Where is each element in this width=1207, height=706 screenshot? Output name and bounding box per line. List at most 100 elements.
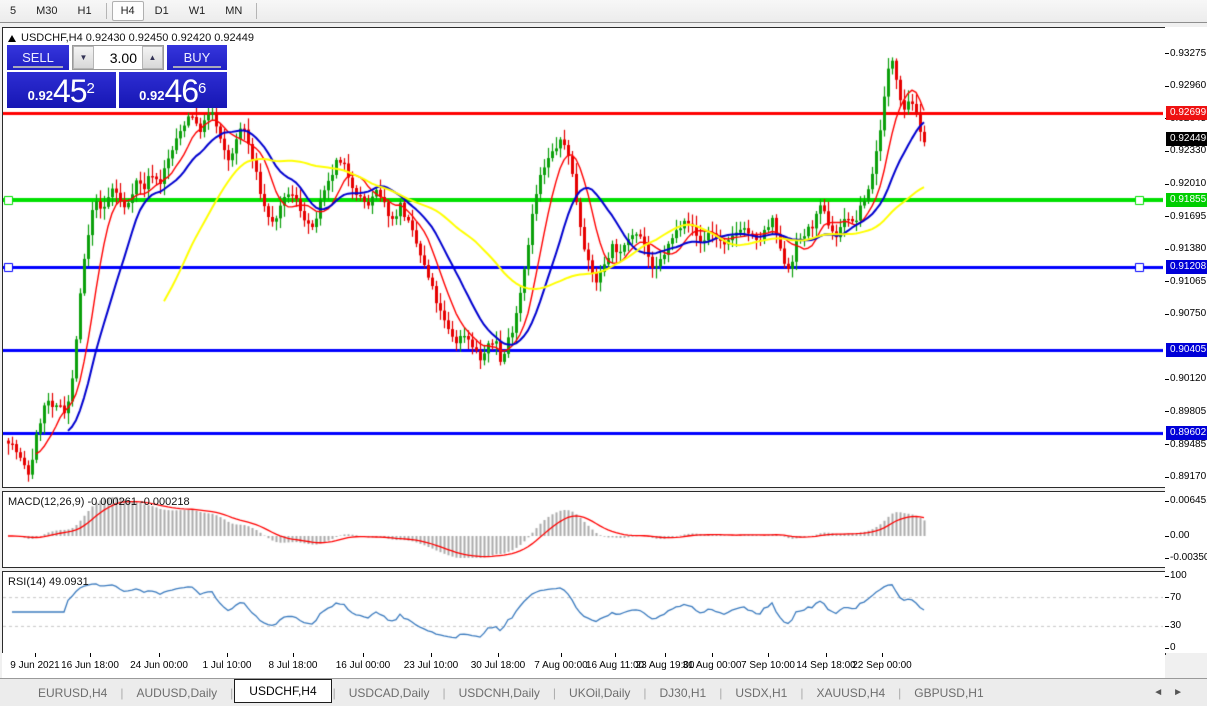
timeframe-button-h1[interactable]: H1	[77, 5, 92, 17]
price-badge: 0.91208	[1166, 260, 1207, 275]
timeframe-toolbar: 5 M30 H1 H4 D1 W1 MN	[0, 0, 1207, 23]
axis-tick	[1165, 558, 1169, 559]
macd-indicator-panel: MACD(12,26,9) -0.000261 -0.000218	[2, 491, 1166, 568]
chart-tab-eurusd-h4[interactable]: EURUSD,H4	[38, 685, 108, 700]
tab-separator: |	[719, 685, 723, 700]
axis-tick	[1165, 281, 1169, 282]
scroll-right-icon[interactable]: ►	[1173, 687, 1193, 698]
macd-axis-label: 0.006451	[1170, 495, 1207, 506]
price-axis-label: 0.91065	[1170, 275, 1207, 287]
macd-label: MACD(12,26,9) -0.000261 -0.000218	[8, 496, 190, 508]
toolbar-separator	[105, 3, 107, 19]
tab-separator: |	[898, 685, 902, 700]
time-axis-label: 24 Jun 00:00	[130, 660, 188, 671]
chart-tab-xauusd-h4[interactable]: XAUUSD,H4	[816, 685, 886, 700]
scroll-left-icon[interactable]: ◄	[1153, 687, 1174, 698]
axis-tick	[1165, 216, 1169, 217]
time-axis-tick	[431, 653, 432, 657]
time-axis-label: 22 Sep 00:00	[852, 660, 912, 671]
tab-scroll-arrows: ◄►	[1153, 687, 1193, 698]
time-axis-tick	[615, 653, 616, 657]
macd-axis-label: -0.003507	[1170, 552, 1207, 563]
timeframe-button-h4[interactable]: H4	[111, 1, 144, 21]
price-axis-label: 0.91380	[1170, 243, 1207, 255]
timeframe-button-5[interactable]: 5	[10, 5, 17, 17]
axis-tick	[1165, 626, 1169, 627]
axis-tick	[1165, 501, 1169, 502]
volume-input[interactable]	[94, 46, 142, 69]
time-axis-label: 16 Aug 11:00	[585, 660, 645, 671]
axis-tick	[1165, 648, 1169, 649]
time-axis-label: 1 Jul 10:00	[202, 660, 252, 671]
macd-chart-canvas[interactable]	[3, 492, 1163, 565]
chart-tab-gbpusd-h1[interactable]: GBPUSD,H1	[914, 685, 984, 700]
time-axis-tick	[35, 653, 36, 657]
time-axis-label: 7 Aug 00:00	[534, 660, 588, 671]
time-axis-label: 8 Jul 18:00	[268, 660, 318, 671]
price-badge: 0.91855	[1166, 193, 1207, 208]
time-axis-tick	[363, 653, 364, 657]
collapse-triangle-icon[interactable]	[8, 34, 16, 42]
price-badge: 0.92699	[1166, 106, 1207, 121]
time-axis-label: 14 Sep 18:00	[796, 660, 856, 671]
time-axis-tick	[712, 653, 713, 657]
axis-tick	[1165, 536, 1169, 537]
buy-price-prefix: 0.92	[139, 88, 165, 103]
price-chart-panel: USDCHF,H4 0.92430 0.92450 0.92420 0.9244…	[2, 27, 1166, 488]
rsi-label: RSI(14) 49.0931	[8, 576, 89, 588]
time-axis-label: 16 Jun 18:00	[61, 660, 119, 671]
sell-price-prefix: 0.92	[27, 88, 53, 103]
price-axis-label: 0.89485	[1170, 438, 1207, 450]
price-axis-label: 0.89805	[1170, 405, 1207, 417]
sell-price-sup: 2	[86, 80, 95, 97]
chart-tab-usdchf-h4[interactable]: USDCHF,H4	[234, 679, 332, 703]
time-axis[interactable]: 9 Jun 2021 16 Jun 18:00 24 Jun 00:00 1 Jul …	[2, 653, 1165, 678]
time-axis-tick	[665, 653, 666, 657]
time-axis-tick	[293, 653, 294, 657]
axis-tick	[1165, 86, 1169, 87]
axis-tick	[1165, 576, 1169, 577]
tab-separator: |	[442, 685, 446, 700]
axis-tick	[1165, 411, 1169, 412]
buy-button[interactable]: BUY	[167, 45, 227, 70]
axis-tick	[1165, 379, 1169, 380]
chart-tab-audusd-daily[interactable]: AUDUSD,Daily	[136, 685, 218, 700]
rsi-chart-canvas[interactable]	[3, 572, 1163, 652]
axis-tick	[1165, 151, 1169, 152]
rsi-axis-label: 70	[1170, 591, 1182, 603]
time-axis-label: 16 Jul 00:00	[335, 660, 391, 671]
time-axis-label: 23 Jul 10:00	[403, 660, 459, 671]
arrow-up-icon: ▲	[148, 53, 157, 62]
tab-separator: |	[230, 685, 234, 700]
timeframe-button-d1[interactable]: D1	[154, 5, 169, 17]
price-axis-label: 0.92330	[1170, 145, 1207, 157]
price-axis[interactable]: 0.932750.929600.926450.923300.920100.916…	[1165, 27, 1207, 653]
macd-axis-label: 0.00	[1170, 530, 1190, 541]
timeframe-button-mn[interactable]: MN	[225, 5, 243, 17]
axis-tick	[1165, 249, 1169, 250]
time-axis-tick	[826, 653, 827, 657]
volume-decrease-button[interactable]: ▼	[73, 46, 94, 69]
time-axis-tick	[90, 653, 91, 657]
chart-tab-ukoil-daily[interactable]: UKOil,Daily	[569, 685, 631, 700]
buy-price-button[interactable]: 0.92 46 6	[118, 72, 227, 108]
time-axis-label: 23 Aug 19:00	[635, 660, 695, 671]
rsi-axis-label: 0	[1170, 642, 1176, 653]
tab-separator: |	[552, 685, 557, 700]
price-axis-label: 0.91695	[1170, 210, 1207, 222]
timeframe-button-m30[interactable]: M30	[36, 5, 58, 17]
axis-tick	[1165, 444, 1169, 445]
chart-tab-dj30-h1[interactable]: DJ30,H1	[659, 685, 707, 700]
sell-button[interactable]: SELL	[7, 45, 69, 70]
timeframe-button-w1[interactable]: W1	[188, 5, 206, 17]
volume-increase-button[interactable]: ▲	[142, 46, 163, 69]
time-axis-tick	[498, 653, 499, 657]
price-axis-label: 0.92960	[1170, 80, 1207, 92]
chart-tab-usdcnh-daily[interactable]: USDCNH,Daily	[458, 685, 540, 700]
sell-price-button[interactable]: 0.92 45 2	[7, 72, 116, 108]
time-axis-label: 30 Jul 18:00	[470, 660, 526, 671]
tabs-holder: EURUSD,H4 | AUDUSD,Daily | USDCHF,H4 | USDCAD,…	[26, 679, 996, 704]
chart-tab-usdcad-daily[interactable]: USDCAD,Daily	[348, 685, 430, 700]
sell-price-big: 45	[52, 73, 88, 109]
chart-tab-usdx-h1[interactable]: USDX,H1	[735, 685, 788, 700]
